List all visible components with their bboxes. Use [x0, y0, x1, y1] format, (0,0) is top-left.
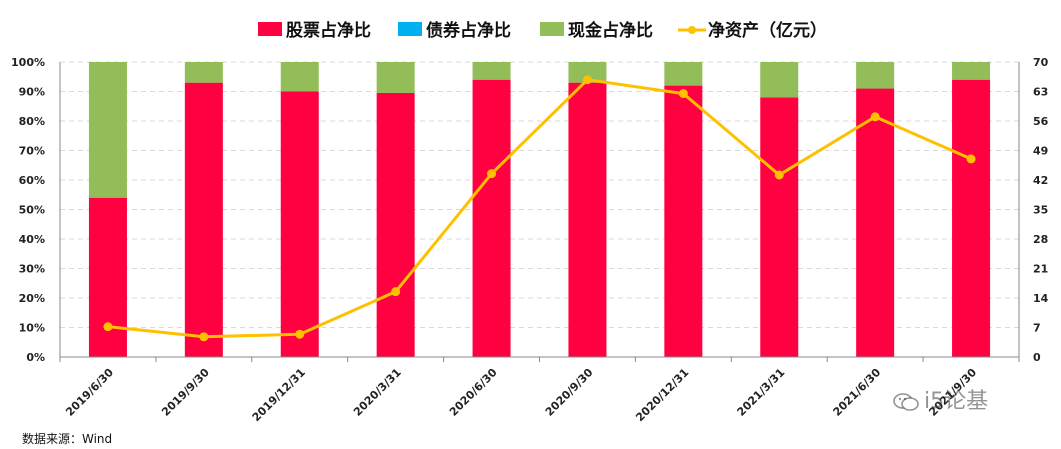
y-right-tick-label: 21	[1033, 263, 1048, 276]
y-left-tick-label: 0%	[26, 351, 45, 364]
bar-seg-2-4	[472, 62, 511, 80]
bar-seg-0-5	[568, 82, 607, 358]
y-left-tick-label: 20%	[19, 292, 45, 305]
axes	[59, 62, 1020, 362]
x-tick-label: 2019/12/31	[250, 366, 308, 424]
bar-seg-0-1	[184, 82, 223, 358]
y-right-tick-label: 7	[1033, 322, 1041, 335]
bars	[88, 62, 991, 358]
bar-seg-0-7	[760, 97, 799, 358]
y-left-tick-label: 80%	[19, 115, 45, 128]
x-tick-label: 2021/3/31	[735, 366, 788, 419]
x-tick-label: 2020/6/30	[447, 366, 500, 419]
y-right-tick-label: 35	[1033, 204, 1048, 217]
legend: 股票占净比 债券占净比 现金占净比 净资产（亿元）	[258, 20, 827, 41]
y-left-tick-label: 90%	[19, 86, 45, 99]
bar-seg-0-4	[472, 79, 511, 357]
bar-seg-2-2	[280, 62, 319, 92]
x-tick-label: 2020/3/31	[351, 366, 404, 419]
net-assets-point-5	[582, 75, 592, 85]
x-tick-label: 2019/6/30	[63, 366, 116, 419]
net-assets-point-9	[966, 154, 976, 164]
net-assets-point-7	[774, 170, 784, 180]
y-right-tick-label: 42	[1033, 174, 1048, 187]
x-tick-label: 2020/12/31	[633, 366, 691, 424]
source-note: 数据来源：Wind	[22, 432, 113, 446]
y-right-tick-label: 28	[1033, 233, 1048, 246]
y-right-tick-label: 49	[1033, 145, 1048, 158]
legend-marker	[688, 26, 696, 34]
legend-label-2: 现金占净比	[568, 20, 653, 41]
bar-seg-2-3	[376, 62, 415, 93]
wechat-icon	[893, 393, 919, 411]
bar-seg-0-8	[856, 88, 895, 358]
y-right-tick-label: 14	[1033, 292, 1049, 305]
legend-swatch-1	[398, 22, 422, 36]
legend-label-0: 股票占净比	[286, 20, 371, 41]
x-tick-label: 2019/9/30	[159, 366, 212, 419]
bar-seg-2-0	[88, 62, 127, 198]
bar-seg-0-9	[952, 79, 991, 357]
watermark: i5论基	[892, 383, 988, 415]
legend-label-1: 债券占净比	[426, 20, 511, 41]
net-assets-point-1	[199, 332, 209, 342]
legend-swatch-2	[540, 22, 564, 36]
legend-swatch-0	[258, 22, 282, 36]
bar-seg-2-9	[952, 62, 991, 80]
y-left-tick-label: 100%	[11, 56, 45, 69]
watermark-text: i5论基	[924, 389, 989, 414]
legend-label-3: 净资产（亿元）	[708, 20, 827, 41]
bar-seg-2-1	[184, 62, 223, 83]
bar-seg-0-3	[376, 92, 415, 357]
y-right-tick-label: 0	[1033, 351, 1041, 364]
bar-seg-0-2	[280, 91, 319, 357]
y-left-tick-label: 70%	[19, 145, 45, 158]
net-assets-point-2	[295, 329, 305, 339]
bar-seg-0-6	[664, 85, 703, 357]
net-assets-point-4	[487, 169, 497, 179]
y-left-tick-label: 60%	[19, 174, 45, 187]
bar-seg-2-8	[856, 62, 895, 89]
y-left-tick-label: 30%	[19, 263, 45, 276]
bar-seg-0-0	[88, 197, 127, 357]
y-right-tick-label: 56	[1033, 115, 1049, 128]
net-assets-point-8	[870, 112, 880, 122]
net-assets-point-0	[103, 322, 113, 332]
y-left-tick-label: 50%	[19, 204, 45, 217]
y-right-tick-label: 63	[1033, 86, 1048, 99]
y-left-tick-label: 10%	[19, 322, 45, 335]
gridlines	[60, 61, 1019, 328]
bar-seg-2-6	[664, 62, 703, 86]
bar-seg-2-5	[568, 62, 607, 83]
y-left-tick-label: 40%	[19, 233, 45, 246]
x-tick-label: 2021/6/30	[831, 366, 884, 419]
y-right-tick-label: 70	[1033, 56, 1049, 69]
x-tick-label: 2020/9/30	[543, 366, 596, 419]
net-assets-point-6	[678, 89, 688, 99]
net-assets-line	[103, 75, 976, 342]
net-assets-polyline	[107, 78, 972, 339]
net-assets-point-3	[391, 287, 401, 297]
bar-seg-2-7	[760, 62, 799, 98]
